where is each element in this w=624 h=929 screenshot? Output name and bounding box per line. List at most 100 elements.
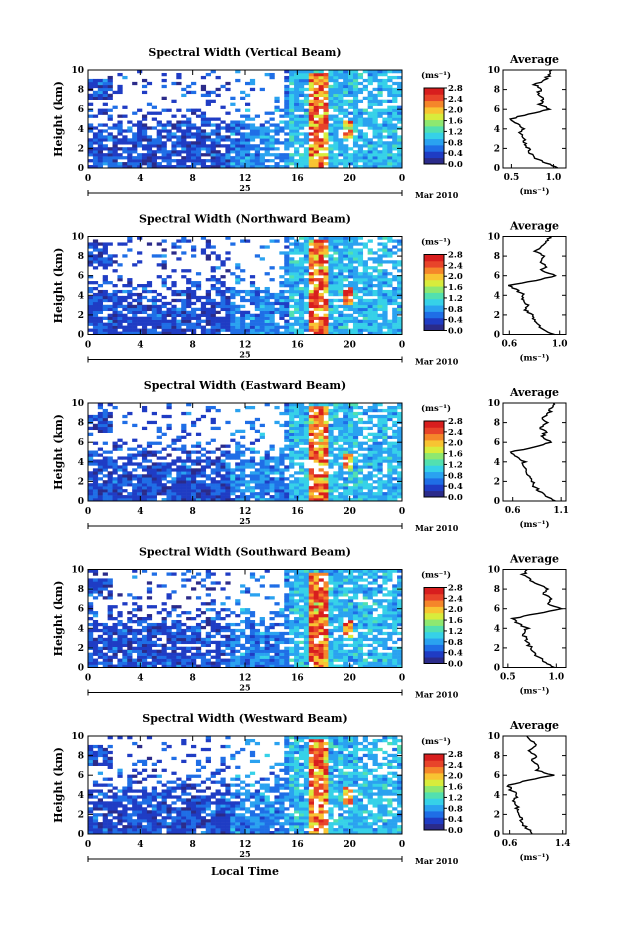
heatmap-cell (230, 162, 236, 166)
heatmap-cell (333, 132, 339, 136)
heatmap-cell (284, 429, 290, 433)
y-tick-label: 2 (78, 311, 84, 321)
heatmap-cell (279, 459, 285, 463)
heatmap-cell (161, 254, 167, 258)
heatmap-cell (323, 108, 329, 112)
heatmap-cell (141, 646, 148, 650)
heatmap-cell (92, 331, 99, 335)
heatmap-cell (387, 417, 393, 422)
heatmap-cell (205, 319, 211, 323)
heatmap-cell (313, 272, 319, 276)
heatmap-cell (348, 304, 354, 309)
heatmap-cell (195, 286, 202, 291)
heatmap-cell (298, 263, 305, 267)
heatmap-cell (269, 111, 275, 115)
heatmap-cell (377, 236, 383, 240)
heatmap-cell (161, 313, 167, 317)
heatmap-cell (362, 310, 368, 315)
heatmap-cell (303, 319, 310, 323)
heatmap-cell (274, 459, 280, 463)
heatmap-cell (308, 429, 314, 433)
heatmap-cell (176, 239, 182, 243)
heatmap-cell (392, 498, 398, 502)
heatmap-cell (382, 432, 388, 436)
heatmap-cell (323, 498, 329, 502)
heatmap-cell (357, 114, 364, 118)
heatmap-cell (186, 304, 192, 309)
heatmap-cell (230, 486, 236, 490)
heatmap-cell (397, 286, 403, 291)
heatmap-cell (220, 459, 226, 463)
heatmap-cell (338, 483, 344, 487)
heatmap-cell (338, 456, 344, 460)
heatmap-cell (274, 495, 280, 499)
heatmap-cell (313, 447, 319, 451)
heatmap-cell (289, 78, 295, 83)
heatmap-cell (230, 468, 236, 472)
heatmap-cell (377, 156, 383, 160)
heatmap-cell (387, 144, 393, 148)
heatmap-cell (102, 251, 108, 255)
heatmap-cell (367, 272, 373, 276)
heatmap-cell (303, 441, 310, 445)
heatmap-cell (313, 81, 319, 86)
heatmap-cell (338, 429, 344, 433)
heatmap-cell (200, 328, 207, 332)
colorbar-tick-label: 0.4 (448, 482, 463, 492)
heatmap-cell (323, 486, 329, 490)
heatmap-cell (318, 325, 324, 329)
heatmap-cell (274, 331, 280, 335)
heatmap-cell (387, 150, 393, 154)
heatmap-cell (205, 322, 211, 326)
heatmap-cell (166, 492, 172, 496)
heatmap-cell (156, 480, 162, 484)
heatmap-cell (269, 331, 275, 335)
x-tick-label: 0 (399, 174, 405, 184)
heatmap-cell (161, 643, 167, 648)
heatmap-cell (352, 251, 359, 255)
heatmap-cell (107, 456, 113, 460)
heatmap-cell (333, 480, 339, 484)
heatmap-cell (387, 295, 393, 300)
heatmap-cell (176, 640, 182, 645)
heatmap-cell (328, 489, 334, 493)
heatmap-cell (92, 569, 99, 573)
heatmap-cell (372, 144, 378, 148)
heatmap-cell (377, 153, 383, 157)
heatmap-cell (146, 486, 153, 490)
heatmap-cell (372, 257, 378, 261)
heatmap-cell (146, 242, 153, 246)
heatmap-cell (176, 126, 182, 130)
heatmap-cell (112, 492, 118, 496)
heatmap-cell (200, 658, 207, 662)
heatmap-cell (161, 159, 167, 163)
heatmap-cell (387, 165, 393, 169)
heatmap-cell (171, 462, 177, 466)
heatmap-cell (328, 87, 334, 92)
heatmap-cell (357, 275, 364, 279)
heatmap-cell (259, 126, 265, 130)
heatmap-cell (235, 614, 241, 618)
heatmap-cell (294, 480, 300, 484)
heatmap-cell (225, 492, 231, 496)
heatmap-cell (298, 99, 305, 103)
heatmap-cell (181, 477, 187, 481)
heatmap-cell (151, 492, 157, 496)
heatmap-cell (225, 325, 231, 329)
heatmap-cell (176, 129, 182, 133)
heatmap-cell (397, 114, 403, 118)
heatmap-cell (343, 495, 349, 499)
heatmap-cell (313, 459, 319, 463)
heatmap-cell (254, 450, 261, 454)
heatmap-cell (240, 444, 246, 448)
heatmap-cell (289, 429, 295, 433)
heatmap-cell (132, 147, 138, 151)
heatmap-cell (141, 405, 148, 410)
colorbar-swatch (424, 452, 444, 460)
heatmap-cell (88, 456, 94, 460)
heatmap-cell (205, 474, 211, 478)
heatmap-cell (269, 471, 275, 475)
heatmap-cell (97, 420, 104, 425)
heatmap-cell (117, 438, 123, 442)
heatmap-cell (102, 661, 108, 665)
